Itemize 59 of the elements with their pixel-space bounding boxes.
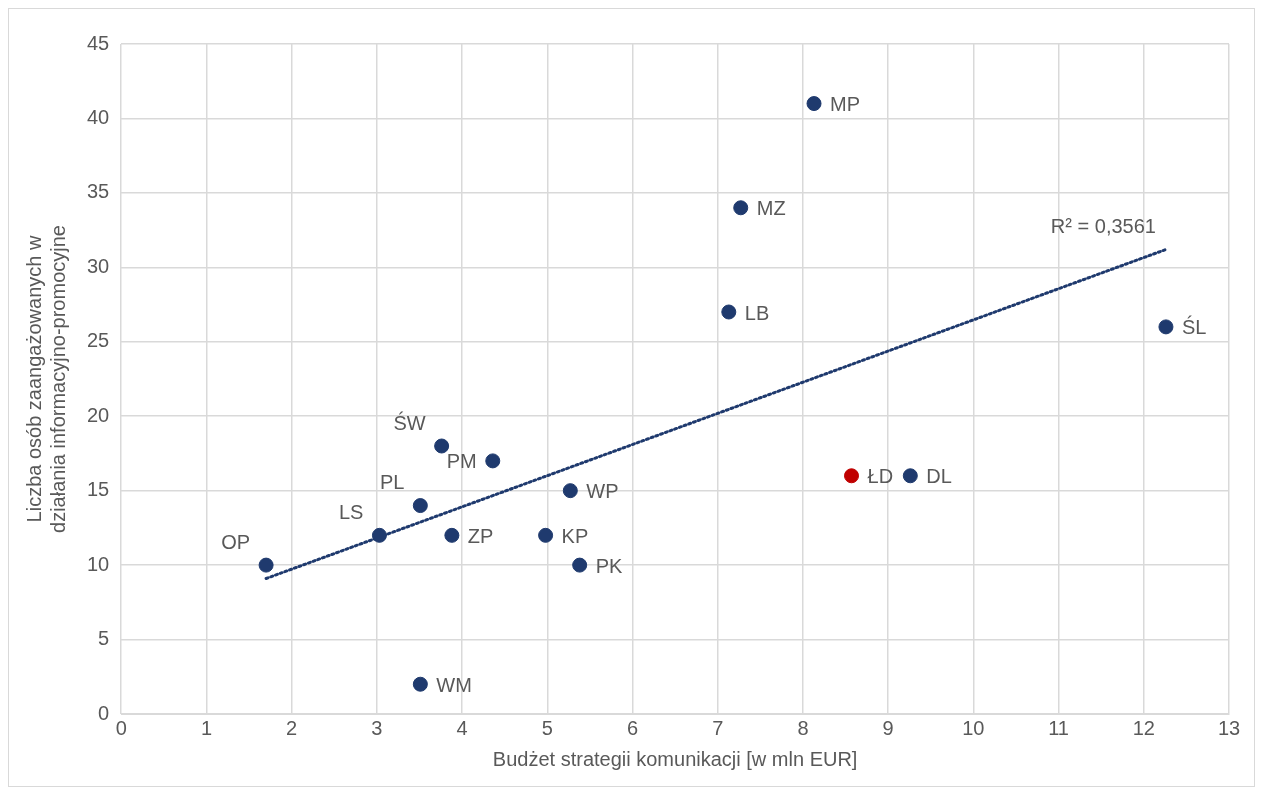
y-tick-label: 0 [98, 701, 110, 724]
data-label: LS [338, 500, 364, 523]
x-tick-label: 12 [1132, 716, 1155, 739]
point [902, 468, 918, 484]
point [434, 438, 450, 454]
x-tick-label: 7 [712, 716, 724, 739]
data-label: MZ [756, 197, 786, 220]
point [1158, 319, 1174, 335]
data-label: ŚW [393, 410, 426, 434]
x-tick-label: 13 [1217, 716, 1241, 739]
annotation: R² = 0,3561 [1050, 214, 1156, 237]
point [733, 200, 749, 216]
point [412, 676, 428, 692]
x-tick-label: 2 [286, 716, 298, 739]
data-label: ŚL [1181, 315, 1207, 339]
x-axis-title: Budżet strategii komunikacji [w mln EUR] [492, 747, 858, 770]
point [485, 453, 501, 469]
data-label: MP [830, 93, 861, 116]
data-label: WM [436, 673, 472, 696]
y-axis-title: Liczba osób zaangażowanych w działania informacyjno-promocyjne [22, 225, 69, 533]
point [806, 96, 822, 112]
y-tick-label: 40 [87, 105, 110, 128]
y-tick-label: 15 [87, 478, 110, 501]
point [538, 527, 554, 543]
x-tick-label: 9 [882, 716, 894, 739]
data-label: DL [926, 465, 952, 488]
y-tick-label: 10 [87, 552, 110, 575]
x-tick-label: 4 [456, 716, 468, 739]
point [844, 468, 860, 484]
data-label: ZP [467, 524, 494, 547]
point [412, 498, 428, 514]
y-tick-label: 25 [87, 329, 110, 352]
y-tick-label: 30 [87, 254, 110, 277]
data-label: LB [744, 301, 770, 324]
point [721, 304, 737, 320]
data-label: KP [561, 524, 589, 547]
point [562, 483, 578, 499]
y-tick-label: 20 [87, 403, 110, 426]
x-tick-label: 3 [371, 716, 383, 739]
y-tick-label: 45 [87, 31, 110, 54]
data-label: PM [446, 450, 477, 473]
x-tick-label: 8 [797, 716, 809, 739]
data-label: PL [379, 471, 405, 494]
point [258, 557, 274, 573]
point [572, 557, 588, 573]
x-tick-label: 5 [541, 716, 553, 739]
x-tick-label: 6 [626, 716, 639, 739]
y-tick-label: 35 [87, 180, 110, 203]
x-tick-label: 11 [1048, 716, 1069, 739]
data-label: PK [595, 554, 624, 577]
x-tick-label: 10 [962, 716, 985, 739]
x-tick-label: 0 [115, 716, 127, 739]
point [444, 527, 460, 543]
y-tick-label: 5 [98, 627, 110, 650]
point [371, 527, 387, 543]
data-label: ŁD [867, 465, 894, 488]
data-label: WP [586, 480, 619, 503]
data-label: OP [221, 530, 251, 553]
x-tick-label: 1 [200, 716, 213, 739]
